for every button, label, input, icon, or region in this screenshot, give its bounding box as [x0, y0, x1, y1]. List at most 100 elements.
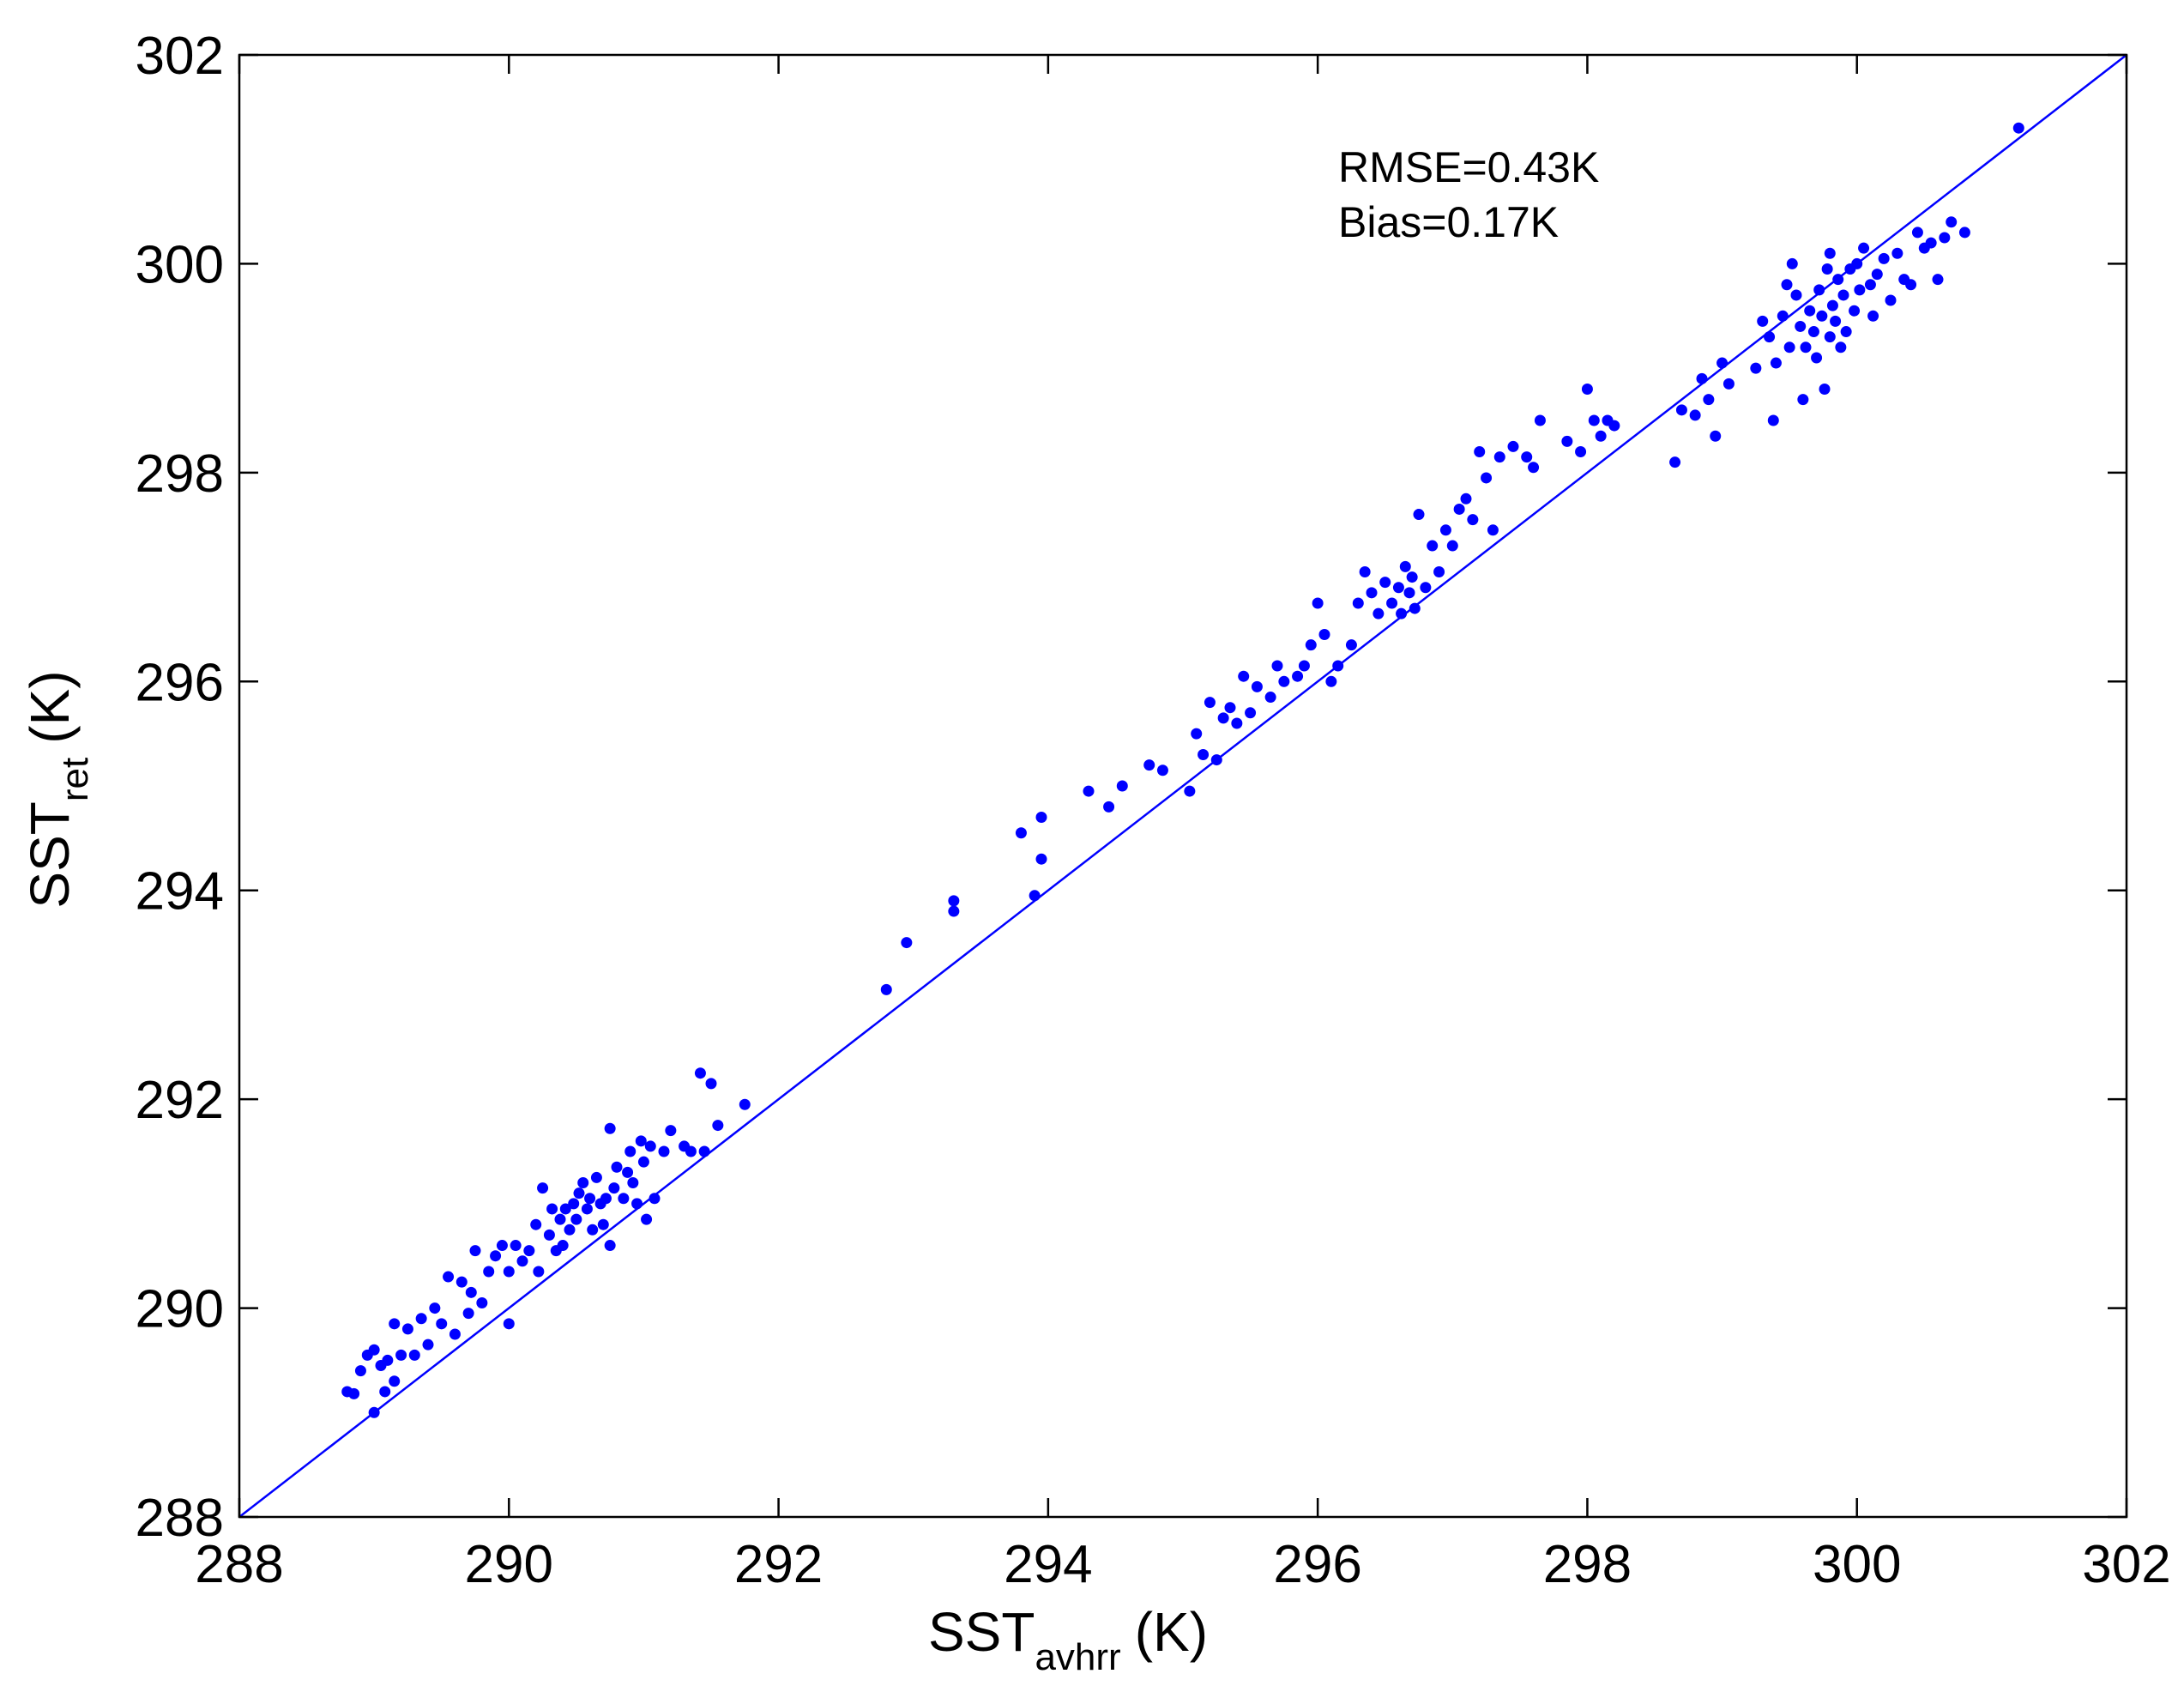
data-point: [1608, 420, 1620, 432]
data-point: [1824, 247, 1836, 259]
y-tick-label: 294: [136, 862, 224, 922]
data-point: [568, 1198, 580, 1210]
data-point: [1386, 597, 1398, 609]
data-point: [1819, 383, 1831, 395]
data-point: [1689, 409, 1701, 421]
y-axis-label-unit: (K): [19, 670, 81, 743]
data-point: [490, 1250, 502, 1262]
x-axis-label-main: SST: [928, 1601, 1035, 1663]
data-point: [1561, 435, 1573, 447]
data-point: [1885, 294, 1897, 306]
data-point: [456, 1276, 468, 1288]
data-point: [462, 1308, 474, 1320]
data-point: [577, 1177, 589, 1189]
data-point: [624, 1145, 636, 1157]
data-point: [401, 1323, 413, 1335]
data-point: [581, 1203, 593, 1215]
data-point: [537, 1182, 549, 1194]
data-point: [1851, 257, 1863, 269]
data-point: [523, 1245, 535, 1257]
data-point: [1939, 232, 1951, 244]
data-point: [546, 1203, 558, 1215]
data-point: [698, 1145, 710, 1157]
data-point: [516, 1255, 528, 1267]
data-point: [1795, 320, 1807, 332]
data-point: [1804, 305, 1816, 317]
data-point: [1581, 383, 1593, 395]
data-point: [1854, 284, 1866, 296]
data-point: [641, 1213, 653, 1225]
data-point: [1305, 639, 1317, 651]
data-point: [1399, 560, 1411, 572]
data-point: [395, 1349, 407, 1361]
data-point: [1278, 675, 1290, 687]
data-point: [1521, 451, 1533, 463]
data-point: [1832, 274, 1844, 286]
data-point: [1716, 357, 1728, 369]
data-point: [422, 1338, 434, 1351]
data-point: [503, 1318, 515, 1330]
data-point: [1932, 274, 1944, 286]
data-point: [1035, 853, 1047, 865]
x-axis-ticks: 288 290 292 294 296 298 300 302: [195, 55, 2171, 1594]
x-axis-label: SSTavhrr (K): [928, 1601, 1208, 1678]
x-axis-label-sub: avhrr: [1035, 1636, 1120, 1678]
data-point: [1867, 310, 1879, 322]
data-point: [1231, 717, 1243, 729]
data-point: [1840, 326, 1852, 338]
data-point: [465, 1286, 477, 1298]
data-point: [1830, 315, 1842, 327]
data-point: [1722, 378, 1735, 390]
data-point: [415, 1313, 427, 1325]
x-tick-label: 292: [734, 1535, 823, 1594]
data-point: [1797, 394, 1809, 406]
data-point: [1507, 440, 1519, 452]
data-point: [1204, 697, 1216, 709]
data-point: [739, 1098, 751, 1110]
data-point: [476, 1296, 488, 1308]
data-point: [570, 1213, 582, 1225]
data-point: [379, 1386, 391, 1398]
data-point: [618, 1193, 630, 1205]
data-point: [1958, 227, 1970, 239]
data-point: [627, 1177, 639, 1189]
data-point: [1427, 540, 1439, 552]
data-point: [533, 1266, 545, 1278]
data-point: [1588, 414, 1600, 426]
data-point: [503, 1266, 515, 1278]
data-point: [1103, 801, 1115, 813]
data-point: [348, 1387, 360, 1399]
annotation-rmse: RMSE=0.43K: [1338, 143, 1599, 191]
data-point: [559, 1203, 571, 1215]
data-point: [1807, 326, 1819, 338]
data-point: [1710, 430, 1722, 442]
data-point: [564, 1224, 576, 1236]
data-point: [436, 1318, 448, 1330]
y-tick-label: 292: [136, 1071, 224, 1130]
data-point: [1312, 597, 1324, 609]
data-point: [382, 1354, 394, 1366]
data-point: [604, 1240, 616, 1252]
data-point: [1816, 310, 1828, 322]
data-point: [368, 1406, 380, 1418]
data-point: [1352, 597, 1364, 609]
y-tick-label: 288: [136, 1489, 224, 1548]
data-point: [1083, 785, 1095, 797]
data-point: [389, 1375, 401, 1387]
data-point: [1453, 503, 1465, 515]
data-point: [604, 1122, 616, 1134]
data-point: [637, 1156, 649, 1168]
data-point: [600, 1193, 612, 1205]
y-axis-ticks: 288 290 292 294 296 298 300 302: [136, 27, 2127, 1548]
data-point: [354, 1365, 366, 1377]
data-point: [1403, 587, 1415, 599]
data-point: [1318, 629, 1330, 641]
data-point: [1905, 279, 1917, 291]
data-point: [1396, 607, 1408, 619]
data-point: [1420, 582, 1432, 594]
data-point: [1821, 263, 1833, 275]
data-point: [573, 1187, 585, 1199]
data-point: [590, 1171, 602, 1183]
data-point: [1575, 446, 1587, 458]
data-point: [1143, 759, 1155, 771]
